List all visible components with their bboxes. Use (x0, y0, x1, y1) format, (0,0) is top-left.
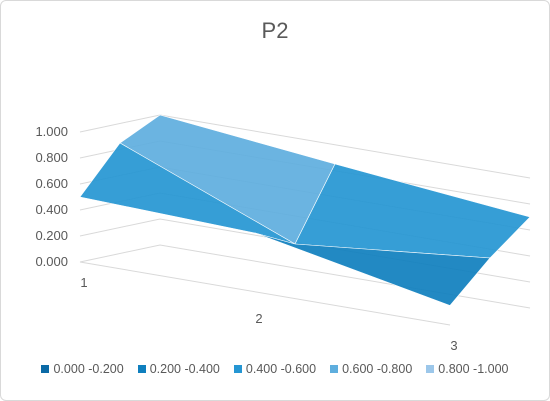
legend-swatch (426, 365, 435, 373)
z-tick-label: 1.000 (35, 124, 68, 139)
legend-swatch (330, 365, 339, 373)
legend-label: 0.600 -0.800 (342, 362, 413, 376)
x-tick-label: 2 (255, 311, 262, 326)
z-tick-label: 0.400 (35, 202, 68, 217)
legend-label: 0.400 -0.600 (245, 362, 317, 376)
chart-title: P2 (261, 18, 289, 43)
surface (79, 114, 531, 306)
legend-item: 0.800 -1.000 (426, 362, 509, 376)
legend-swatch (41, 365, 50, 373)
surface-patch (294, 163, 531, 259)
z-tick-label: 0.600 (35, 176, 68, 191)
legend-label: 0.000 -0.200 (53, 362, 124, 376)
legend-swatch (233, 365, 242, 373)
legend-label: 0.200 -0.400 (149, 362, 220, 376)
legend-item: 0.200 -0.400 (137, 362, 220, 376)
z-tick-label: 0.000 (35, 254, 68, 269)
z-tick-label: 0.800 (35, 150, 68, 165)
legend: 0.000 -0.200 0.200 -0.400 0.400 -0.600 0.60… (0, 362, 550, 376)
legend-item: 0.600 -0.800 (330, 362, 412, 376)
legend-label: 0.800 -1.000 (438, 362, 509, 376)
z-tick-label: 0.200 (35, 228, 68, 243)
x-tick-label: 1 (80, 275, 87, 290)
legend-item: 0.000 -0.200 (41, 362, 124, 376)
z-axis-tick-labels: 0.000 0.200 0.400 0.600 0.800 1.000 (35, 124, 68, 269)
legend-item: 0.400 -0.600 (233, 362, 317, 376)
surface-patch (254, 232, 491, 306)
legend-swatch (137, 365, 146, 373)
floor-edge (79, 261, 451, 326)
x-tick-label: 3 (450, 338, 457, 353)
x-axis-tick-labels: 1 2 3 (80, 275, 457, 353)
